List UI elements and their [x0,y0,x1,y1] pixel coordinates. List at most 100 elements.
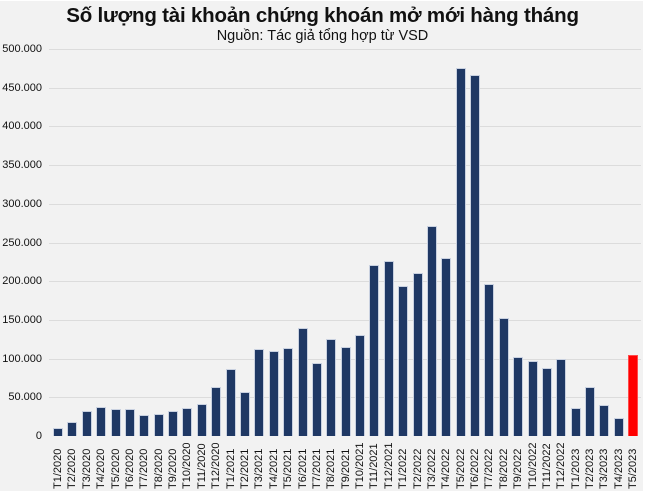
bar-t8-2020 [153,413,164,436]
bar-t1-2021 [225,369,236,436]
x-tick-label: T1/2020 [52,448,64,489]
bar-t11-2021 [369,264,380,436]
bar-t11-2022 [541,367,552,436]
bar-t2-2020 [67,421,78,436]
x-tick-label: T6/2021 [296,448,309,489]
x-tick-label: T1/2021 [224,448,237,489]
bar-t2-2022 [412,272,423,436]
x-tick-label: T5/2022 [454,448,467,489]
gridline [49,320,641,321]
bar-t8-2022 [498,318,509,436]
bar-t7-2021 [311,362,322,436]
bar-t11-2020 [196,404,207,436]
y-tick-label: 0 [35,430,42,442]
x-tick-label: T5/2021 [282,448,295,489]
y-tick-label: 250.000 [2,237,42,249]
x-tick-label: T9/2022 [512,448,525,489]
x-tick-label: T10/2020 [181,442,194,489]
y-tick-label: 200.000 [2,275,42,287]
bar-t3-2022 [426,226,437,436]
x-tick-label: T11/2020 [195,443,208,489]
bar-t3-2020 [81,411,92,436]
x-tick-label: T6/2020 [123,448,136,489]
x-tick-label: T2/2021 [238,448,251,489]
gridline [49,49,641,50]
bar-t5-2023 [628,354,639,436]
bar-t9-2021 [340,347,351,436]
y-tick-label: 400.000 [2,120,42,132]
y-tick-label: 300.000 [2,198,42,210]
x-tick-label: T12/2022 [555,442,568,489]
x-tick-label: T11/2022 [540,443,553,489]
x-tick-label: T5/2023 [627,448,640,489]
bar-t10-2021 [355,335,365,436]
x-tick-label: T10/2022 [526,442,539,489]
x-tick-label: T9/2020 [167,448,179,489]
x-tick-label: T6/2022 [469,448,481,489]
bar-t1-2023 [570,408,581,436]
gridline [49,243,641,244]
bar-t4-2022 [441,258,452,436]
x-tick-label: T12/2021 [382,442,395,489]
x-tick-label: T8/2022 [497,448,510,489]
x-tick-label: T5/2020 [109,448,122,489]
x-tick-label: T3/2021 [253,448,266,489]
gridline [49,88,641,89]
bar-t5-2022 [455,67,466,436]
x-tick-label: T9/2021 [339,448,352,489]
x-tick-label: T7/2022 [483,448,496,489]
gridline [49,165,641,166]
bar-t9-2020 [168,411,178,436]
bar-t9-2022 [513,357,524,436]
x-tick-label: T4/2022 [440,448,453,489]
x-tick-label: T3/2022 [425,448,438,489]
x-tick-label: T2/2022 [411,448,424,489]
bar-t3-2023 [599,405,610,436]
x-tick-label: T1/2023 [569,448,582,489]
x-tick-label: T11/2021 [368,443,381,489]
bar-t6-2020 [124,408,135,436]
bar-t8-2021 [326,338,337,436]
gridline [49,126,641,127]
y-tick-label: 450.000 [2,82,42,94]
y-tick-label: 50.000 [8,391,42,403]
bar-t1-2020 [53,428,63,436]
x-tick-label: T2/2023 [584,448,597,489]
x-tick-label: T4/2020 [95,448,108,489]
x-tick-label: T4/2023 [612,448,625,489]
y-tick-label: 350.000 [2,159,42,171]
bar-t12-2020 [211,387,222,436]
x-tick-label: T3/2020 [80,448,93,489]
chart-subtitle: Nguồn: Tác giả tổng hợp từ VSD [216,28,429,44]
bar-t7-2022 [484,284,495,436]
x-tick-label: T3/2023 [598,448,611,489]
bar-t2-2023 [585,386,596,436]
x-tick-label: T4/2021 [267,448,280,489]
bar-t7-2020 [139,414,150,436]
x-tick-label: T7/2021 [310,448,323,489]
bar-t4-2021 [268,350,279,436]
bar-t10-2022 [527,360,538,436]
bar-t4-2020 [96,407,107,436]
bar-t5-2021 [283,348,294,436]
bar-t12-2022 [556,359,567,436]
x-tick-label: T8/2020 [152,448,165,489]
bar-t10-2020 [182,407,193,436]
bar-t6-2022 [470,75,480,436]
x-tick-label: T7/2020 [138,448,151,489]
y-tick-label: 150.000 [2,314,42,326]
bar-t1-2022 [398,285,409,436]
x-tick-label: T2/2020 [66,448,79,489]
chart-title: Số lượng tài khoản chứng khoán mở mới hà… [66,4,579,27]
x-tick-label: T1/2022 [397,448,410,489]
x-tick-label: T8/2021 [325,448,338,489]
bar-t3-2021 [254,348,265,436]
gridline [49,281,641,282]
gridline [49,204,641,205]
bar-t12-2021 [383,260,394,436]
bar-t2-2021 [239,391,250,436]
y-tick-label: 500.000 [2,43,42,55]
bar-t4-2023 [613,418,624,436]
bar-t6-2021 [297,327,308,436]
